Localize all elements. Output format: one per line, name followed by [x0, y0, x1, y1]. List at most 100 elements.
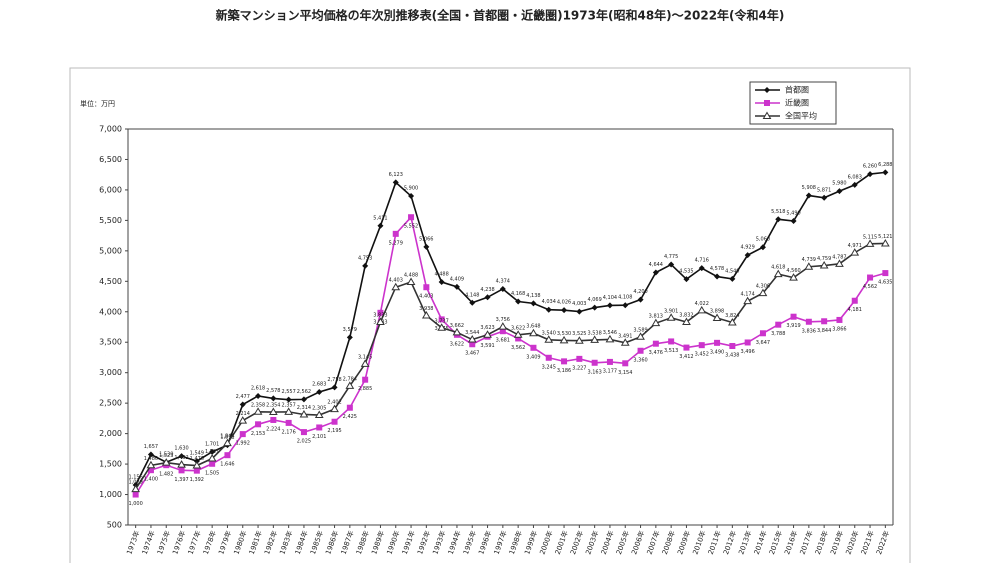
data-point	[683, 276, 690, 283]
data-label: 4,488	[404, 273, 418, 279]
data-label: 2,195	[327, 428, 341, 434]
data-label: 2,025	[297, 439, 311, 445]
data-label: 6,260	[863, 164, 877, 170]
data-label: 3,662	[450, 323, 464, 329]
data-point	[758, 288, 768, 297]
y-tick-label: 5,000	[99, 246, 122, 255]
data-point	[821, 194, 828, 201]
data-point	[574, 336, 584, 344]
data-label: 3,145	[358, 354, 372, 360]
data-label: 3,412	[679, 354, 693, 360]
data-label: 3,177	[603, 368, 617, 374]
data-point	[729, 275, 736, 282]
y-tick-label: 2,500	[99, 399, 122, 408]
data-label: 5,518	[771, 209, 785, 215]
data-label: 3,513	[664, 348, 678, 354]
data-label: 4,069	[587, 297, 601, 303]
data-point	[423, 284, 430, 291]
data-point	[590, 335, 600, 343]
data-label: 3,591	[480, 343, 494, 349]
data-point	[421, 311, 431, 319]
data-point	[652, 340, 659, 347]
data-point	[530, 344, 537, 351]
data-point	[790, 313, 797, 320]
data-point	[469, 299, 476, 306]
data-label: 1,482	[159, 472, 173, 478]
data-point	[330, 404, 339, 413]
data-point	[498, 322, 508, 330]
data-label: 4,716	[695, 258, 709, 264]
data-point	[683, 344, 690, 351]
data-point	[637, 347, 644, 354]
data-label: 4,929	[740, 245, 754, 251]
data-point	[606, 358, 613, 365]
data-point	[759, 244, 766, 251]
data-label: 5,060	[756, 237, 770, 243]
data-label: 1,156	[128, 475, 142, 481]
data-label: 1,992	[236, 441, 250, 447]
data-point	[438, 316, 445, 323]
data-point	[499, 328, 506, 335]
data-point	[698, 342, 705, 349]
data-label: 2,358	[251, 402, 265, 408]
data-point	[255, 421, 262, 428]
data-point	[775, 216, 782, 223]
data-label: 4,403	[419, 294, 433, 300]
data-point	[682, 317, 691, 326]
data-label: 2,784	[343, 376, 357, 382]
data-point	[467, 335, 477, 343]
data-label: 4,971	[848, 243, 862, 249]
data-point	[177, 460, 186, 468]
data-point	[561, 358, 568, 365]
chart-frame	[69, 67, 911, 563]
data-point	[132, 491, 139, 498]
data-point	[285, 396, 292, 403]
data-label: 3,623	[480, 325, 494, 331]
data-point	[698, 265, 705, 272]
data-label: 4,488	[434, 272, 448, 278]
data-point	[314, 410, 324, 419]
data-label: 4,174	[740, 292, 754, 298]
legend-marker	[762, 111, 772, 119]
data-label: 5,411	[373, 215, 387, 221]
data-label: 4,787	[832, 254, 846, 260]
data-label: 4,238	[480, 287, 494, 293]
data-label: 3,788	[771, 331, 785, 337]
data-point	[178, 453, 185, 460]
y-tick-label: 4,000	[99, 307, 122, 316]
data-point	[836, 316, 843, 323]
data-point	[882, 169, 889, 176]
data-label: 2,101	[312, 434, 326, 440]
data-point	[346, 334, 353, 341]
data-label: 3,540	[542, 330, 556, 336]
data-point	[697, 305, 707, 314]
y-tick-label: 2,000	[99, 429, 122, 438]
data-point	[790, 217, 797, 224]
data-point	[376, 317, 385, 325]
data-label: 3,452	[695, 352, 709, 358]
data-label: 3,737	[434, 318, 448, 324]
data-label: 2,153	[251, 431, 265, 437]
data-label: 6,123	[389, 172, 403, 178]
data-point	[773, 269, 783, 278]
data-point	[484, 294, 491, 301]
data-label: 4,138	[526, 293, 540, 299]
data-label: 3,866	[832, 326, 846, 332]
data-label: 2,357	[281, 402, 295, 408]
data-label: 3,622	[511, 325, 525, 331]
data-point	[668, 261, 675, 268]
data-label: 3,836	[802, 328, 816, 334]
y-tick-label: 1,500	[99, 460, 122, 469]
legend-label: 全国平均	[785, 111, 817, 121]
data-point	[255, 392, 262, 399]
data-label: 4,635	[878, 280, 892, 286]
data-label: 1,476	[190, 456, 204, 462]
data-point	[789, 273, 798, 281]
data-label: 1,701	[205, 441, 219, 447]
data-point	[727, 317, 737, 326]
data-point	[561, 307, 568, 314]
data-label: 1,549	[190, 451, 204, 457]
data-point	[392, 230, 399, 237]
data-label: 4,148	[465, 292, 479, 298]
